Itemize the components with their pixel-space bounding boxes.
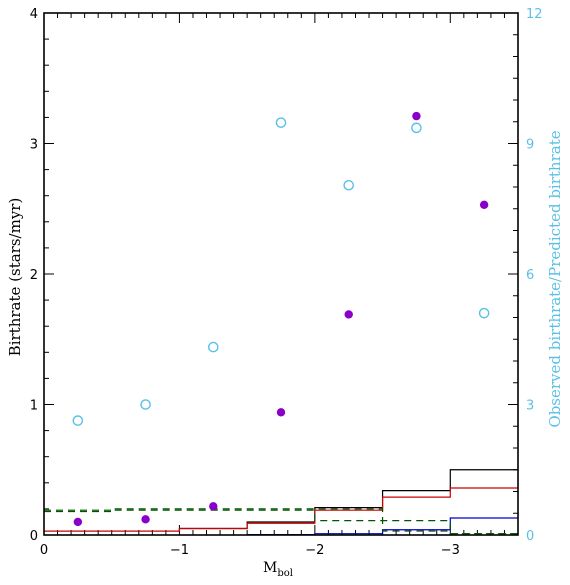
ratio-point bbox=[275, 117, 287, 128]
x-tick-label: 0 bbox=[40, 543, 48, 558]
ratio-point bbox=[343, 179, 355, 191]
ratio-point bbox=[478, 307, 490, 319]
y-left-tick-label: 1 bbox=[30, 399, 38, 414]
ratio-point bbox=[72, 415, 84, 426]
y-left-tick-label: 4 bbox=[30, 7, 38, 22]
y-left-tick-label: 0 bbox=[30, 529, 38, 544]
x-tick-label: −2 bbox=[305, 543, 324, 558]
y-axis-title-right: Observed birthrate/Predicted birthrate bbox=[546, 130, 564, 427]
plot-frame bbox=[43, 12, 519, 536]
x-axis-title-subscript: bol bbox=[277, 568, 293, 579]
x-tick-label: −3 bbox=[441, 543, 460, 558]
birthrate-point bbox=[479, 200, 489, 210]
y-axis-title-left: Birthrate (stars/myr) bbox=[6, 198, 24, 357]
step-line-dashed bbox=[44, 509, 518, 535]
x-axis-title: Mbol bbox=[263, 560, 293, 579]
y-left-tick-label: 2 bbox=[30, 268, 38, 283]
data-points bbox=[72, 111, 490, 527]
ratio-point bbox=[140, 399, 151, 410]
y-right-tick-label: 9 bbox=[526, 138, 534, 153]
birthrate-point bbox=[209, 502, 218, 511]
x-tick-label: −1 bbox=[170, 543, 189, 558]
y-right-tick-label: 3 bbox=[526, 399, 534, 414]
y-right-tick-label: 6 bbox=[526, 268, 534, 283]
y-left-tick-label: 3 bbox=[30, 138, 38, 153]
birthrate-point bbox=[344, 310, 353, 319]
ratio-point bbox=[207, 341, 219, 353]
birthrate-point bbox=[73, 517, 83, 527]
ratio-point bbox=[411, 122, 422, 134]
birthrate-point bbox=[276, 408, 286, 417]
x-axis-title-main: M bbox=[263, 560, 277, 576]
birthrate-point bbox=[412, 111, 421, 121]
y-right-tick-label: 0 bbox=[526, 529, 534, 544]
y-right-tick-label: 12 bbox=[526, 7, 543, 22]
birthrate-point bbox=[141, 515, 150, 524]
